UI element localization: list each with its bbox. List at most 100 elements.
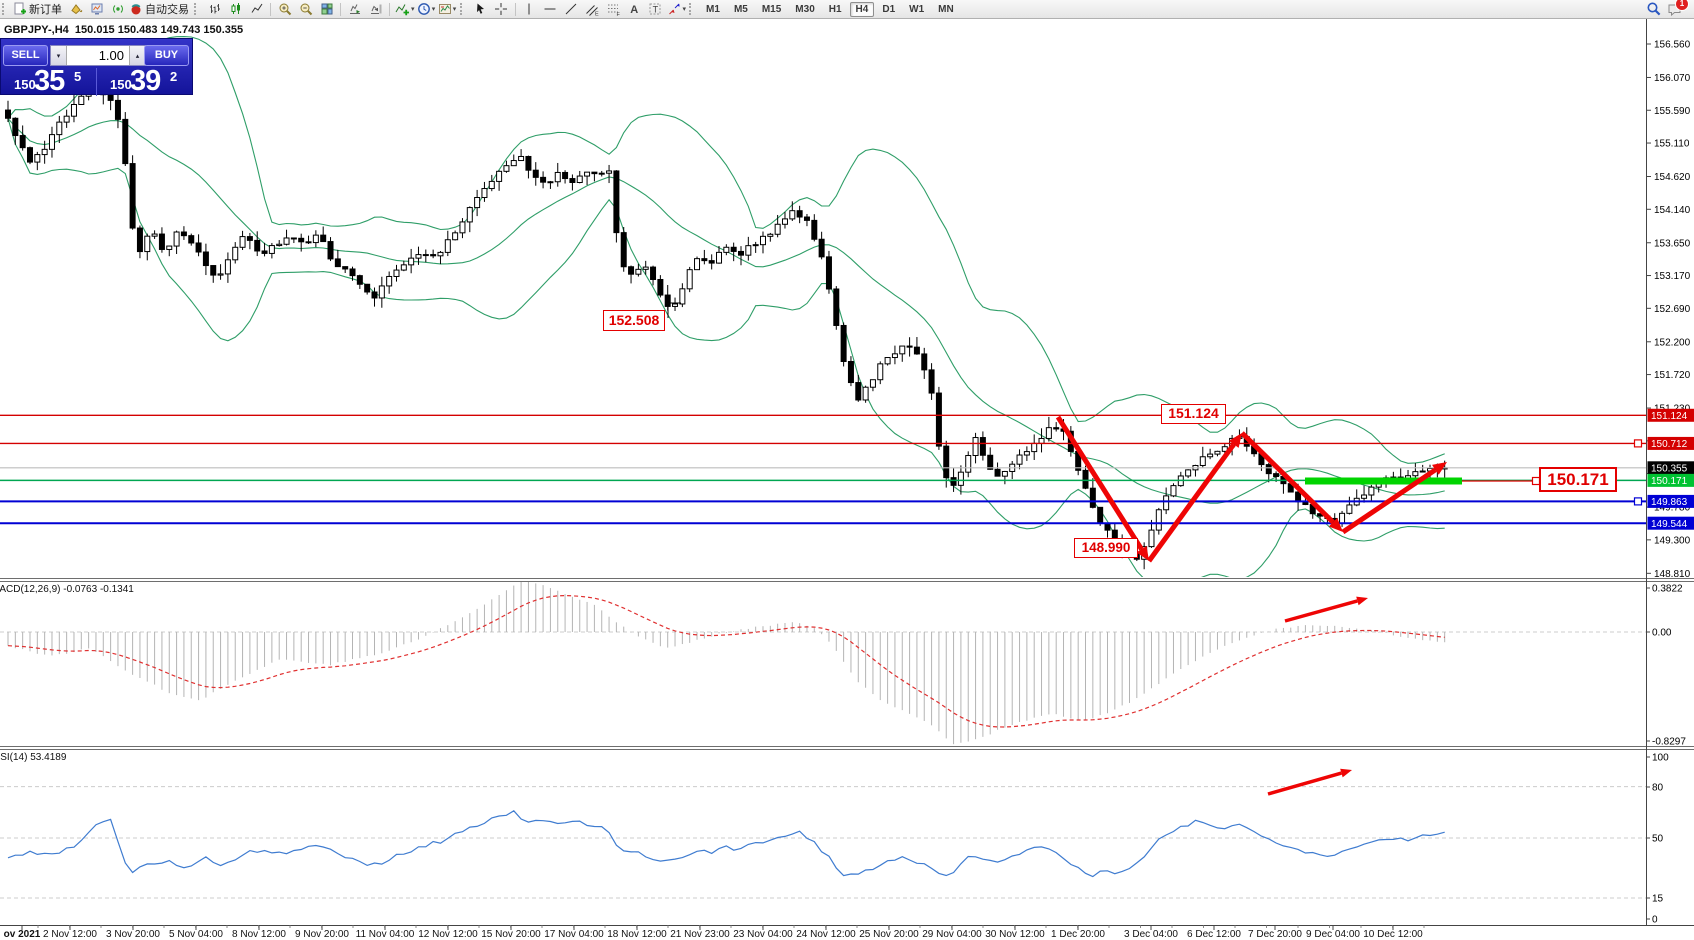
ask-big-digits: 39 [130,65,161,97]
bid-pip-digit: 5 [74,69,82,84]
price-tick-label: 149.300 [1654,535,1691,546]
volume-value[interactable]: 1.00 [98,48,124,63]
toolbar-separator [514,2,516,16]
new-order-button[interactable]: 新订单 [13,1,64,17]
vertical-line-icon[interactable] [520,1,539,17]
red-arrowhead [1228,433,1242,448]
price-annotation-151124[interactable]: 151.124 [1161,404,1226,424]
toolbar-grip [459,3,466,15]
price-level-badge-text: 149.863 [1651,497,1688,508]
toolbar-grip [194,3,200,15]
date-tick-label: 7 Dec 20:00 [1248,929,1302,940]
timeframe-button-w1[interactable]: W1 [909,3,925,15]
chat-icon[interactable]: 1 [1665,0,1689,17]
crosshair-icon[interactable] [492,1,511,17]
date-tick-label: 5 Nov 04:00 [169,929,223,940]
templates-icon[interactable]: ▾ [438,1,457,17]
price-annotation-150171[interactable]: 150.171 [1539,467,1617,492]
ask-price[interactable]: 150 39 2 [97,65,192,97]
volume-increase-button[interactable]: ▴ [129,46,145,65]
date-tick-label: 8 Nov 12:00 [232,929,286,940]
panel-divider [96,68,97,96]
chart-title: GBPJPY-,H4 150.015 150.483 149.743 150.3… [4,24,244,36]
text-icon[interactable]: A [625,1,644,17]
red-arrowhead [1356,596,1368,606]
date-tick-label: 12 Nov 12:00 [418,929,478,940]
rsi-scale-label: 50 [1652,834,1664,845]
red-arrow [1240,431,1335,524]
date-tick-label: 23 Nov 04:00 [733,929,793,940]
bucket-icon[interactable] [66,1,85,17]
fibonacci-icon[interactable]: F [604,1,623,17]
sell-button[interactable]: SELL [3,45,48,66]
date-tick-label: 18 Nov 12:00 [607,929,667,940]
search-icon[interactable] [1644,1,1663,17]
price-tick-label: 155.590 [1654,106,1691,117]
timeframe-button-h4[interactable]: H4 [849,1,875,17]
date-tick-label: 3 Nov 20:00 [106,929,160,940]
one-click-trade-panel: SELL ▾ 1.00 ▴ BUY 150 35 5 150 39 2 [0,38,193,97]
timeframe-button-mn[interactable]: MN [938,3,954,15]
line-chart-icon[interactable] [247,1,266,17]
svg-text:T: T [653,5,659,15]
chart-shift-icon[interactable] [366,1,385,17]
arrows-icon[interactable]: ▾ [667,1,686,17]
rsi-line [7,810,1445,878]
buy-button[interactable]: BUY [144,45,189,66]
macd-scale-label: -0.8297 [1652,737,1686,748]
timeframe-button-m1[interactable]: M1 [706,3,720,15]
rsi-scale-label: 80 [1652,783,1664,794]
bid-prefix: 150 [14,77,36,92]
date-tick-label: 6 Dec 12:00 [1187,929,1241,940]
object-handle [1633,439,1643,448]
timeframe-button-m30[interactable]: M30 [795,3,815,15]
toolbar-separator [340,2,341,16]
price-tick-label: 149.780 [1654,503,1691,514]
ask-pip-digit: 2 [170,69,178,84]
bar-chart-icon[interactable] [205,1,224,17]
red-arrow [1055,415,1144,551]
auto-scroll-icon[interactable] [345,1,364,17]
red-arrow [1146,442,1236,563]
timeframe-button-d1[interactable]: D1 [882,3,896,15]
periods-clock-icon[interactable]: ▾ [417,1,436,17]
chart-window-icon[interactable] [87,1,106,17]
date-tick-label: 17 Nov 04:00 [544,929,604,940]
price-level-badge [1647,408,1694,422]
timeframe-button-m5[interactable]: M5 [733,3,748,15]
text-label-icon[interactable]: T [646,1,665,17]
channel-icon[interactable]: E [583,1,602,17]
rsi-scale-label: 15 [1652,894,1664,905]
chevron-down-icon: ▾ [431,6,436,13]
autotrading-button[interactable]: 自动交易 [129,1,191,17]
volume-field: ▾ 1.00 ▴ [50,45,146,66]
macd-scale-label: 0.00 [1652,628,1672,639]
zoom-in-icon[interactable] [275,1,294,17]
date-tick-label: ov 2021 [4,929,41,940]
timeframe-button-h1[interactable]: H1 [828,3,842,15]
ask-prefix: 150 [110,77,132,92]
signal-icon[interactable] [108,1,127,17]
candlestick-icon[interactable] [226,1,245,17]
price-annotation-148990[interactable]: 148.990 [1074,538,1138,558]
label-connector [667,302,681,318]
price-annotation-152508[interactable]: 152.508 [603,310,665,331]
price-tick-label: 156.070 [1654,73,1691,84]
price-tick-label: 155.110 [1654,139,1690,150]
volume-decrease-button[interactable]: ▾ [51,46,67,65]
date-tick-label: 9 Nov 20:00 [295,929,349,940]
add-indicator-icon[interactable]: ▾ [394,1,415,17]
cursor-icon[interactable] [471,1,490,17]
rsi-layer [7,810,1445,878]
timeframe-button-m15[interactable]: M15 [761,3,782,15]
trendline-icon[interactable] [562,1,581,17]
tile-windows-icon[interactable] [317,1,336,17]
red-arrow [1267,771,1342,796]
macd-indicator-label: MACD(12,26,9) -0.0763 -0.1341 [0,584,134,595]
zoom-out-icon[interactable] [296,1,315,17]
bid-price[interactable]: 150 35 5 [1,65,96,97]
date-tick-label: 2 Nov 12:00 [43,929,97,940]
toolbar-grip [689,3,695,15]
horizontal-line-icon[interactable] [541,1,560,17]
